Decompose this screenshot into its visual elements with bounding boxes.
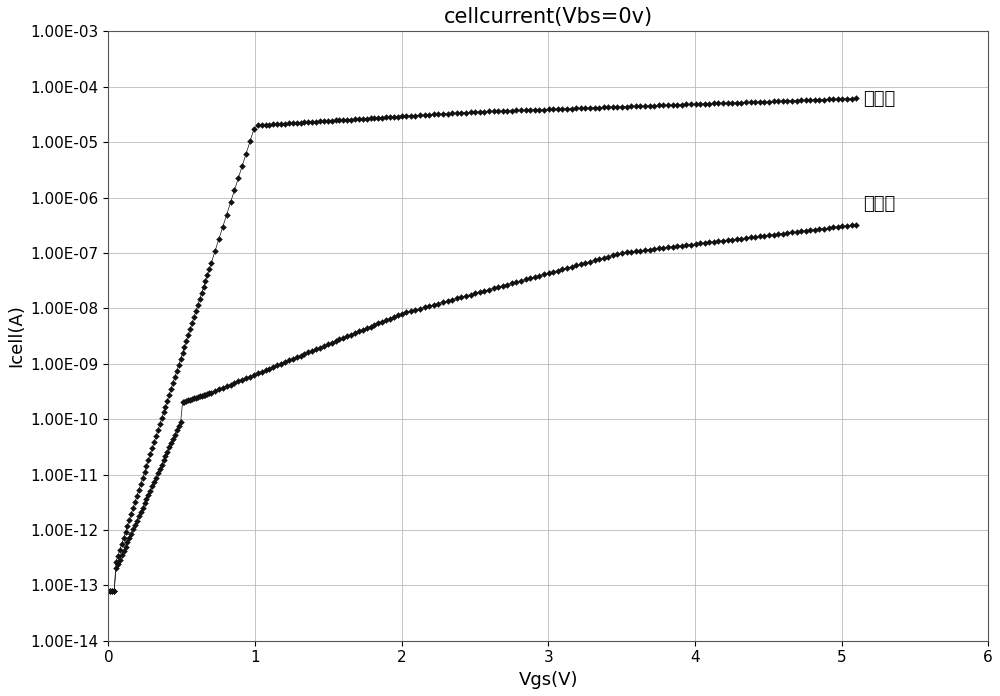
Y-axis label: Icell(A): Icell(A) <box>7 305 25 367</box>
X-axis label: Vgs(V): Vgs(V) <box>519 671 578 689</box>
Title: cellcurrent(Vbs=0v): cellcurrent(Vbs=0v) <box>444 7 653 27</box>
Text: 编程前: 编程前 <box>864 195 896 212</box>
Text: 编程后: 编程后 <box>864 90 896 108</box>
